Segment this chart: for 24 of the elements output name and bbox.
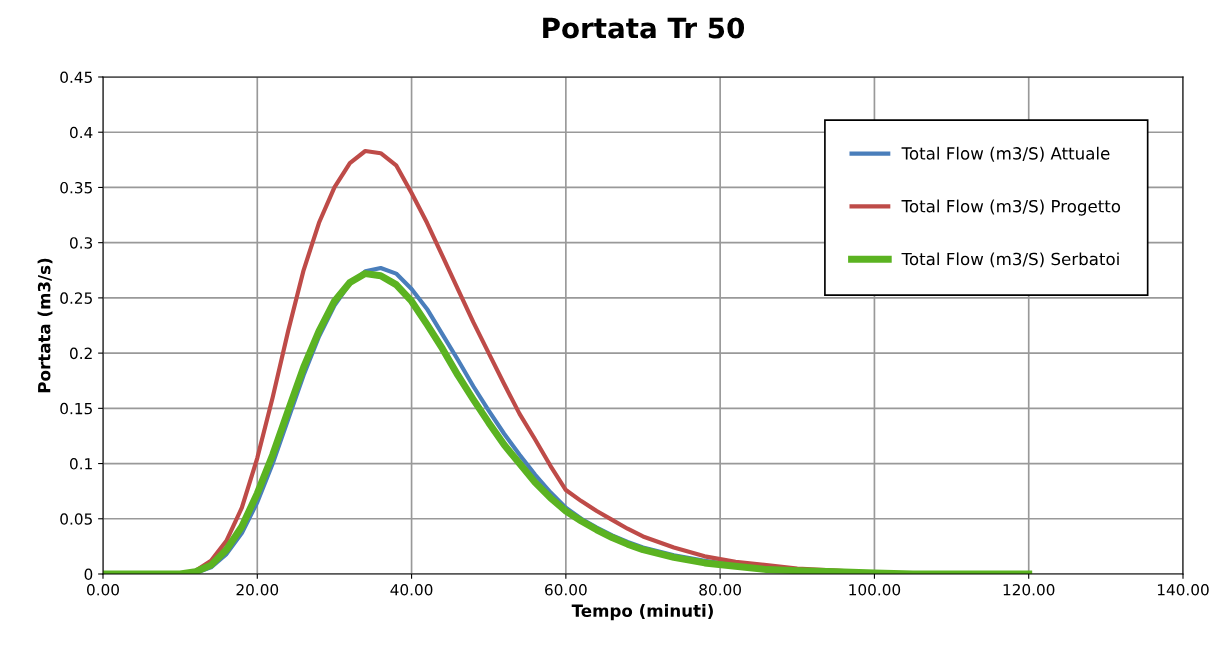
x-tick-label: 80.00 bbox=[699, 583, 741, 596]
y-tick-label: 0.4 bbox=[69, 126, 93, 139]
chart-title: Portata Tr 50 bbox=[543, 17, 745, 39]
x-tick-label: 120.00 bbox=[1003, 583, 1055, 596]
x-tick-label: 0.00 bbox=[87, 583, 119, 596]
x-tick-label: 40.00 bbox=[390, 583, 433, 596]
x-tick-label: 60.00 bbox=[545, 583, 587, 596]
y-tick-label: 0.15 bbox=[60, 402, 92, 415]
y-tick-label: 0.2 bbox=[69, 347, 92, 360]
x-tick-label: 100.00 bbox=[849, 583, 901, 596]
x-axis-title: Tempo (minuti) bbox=[571, 604, 713, 621]
y-tick-label: 0.25 bbox=[60, 292, 92, 304]
y-tick-label: 0.05 bbox=[60, 513, 92, 525]
y-tick-label: 0.3 bbox=[69, 237, 93, 249]
legend-label: Total Flow (m3/S) Progetto bbox=[901, 199, 1121, 216]
y-tick-label: 0.35 bbox=[60, 181, 92, 194]
legend-label: Total Flow (m3/S) Serbatoi bbox=[901, 252, 1119, 268]
legend-label: Total Flow (m3/S) Attuale bbox=[901, 146, 1110, 162]
y-tick-label: 0.45 bbox=[60, 71, 92, 84]
y-tick-label: 0 bbox=[84, 568, 93, 581]
x-tick-label: 20.00 bbox=[236, 583, 279, 596]
y-tick-label: 0.1 bbox=[69, 458, 92, 470]
x-tick-label: 140.00 bbox=[1157, 583, 1209, 596]
y-axis-title: Portata (m3/s) bbox=[37, 258, 53, 393]
